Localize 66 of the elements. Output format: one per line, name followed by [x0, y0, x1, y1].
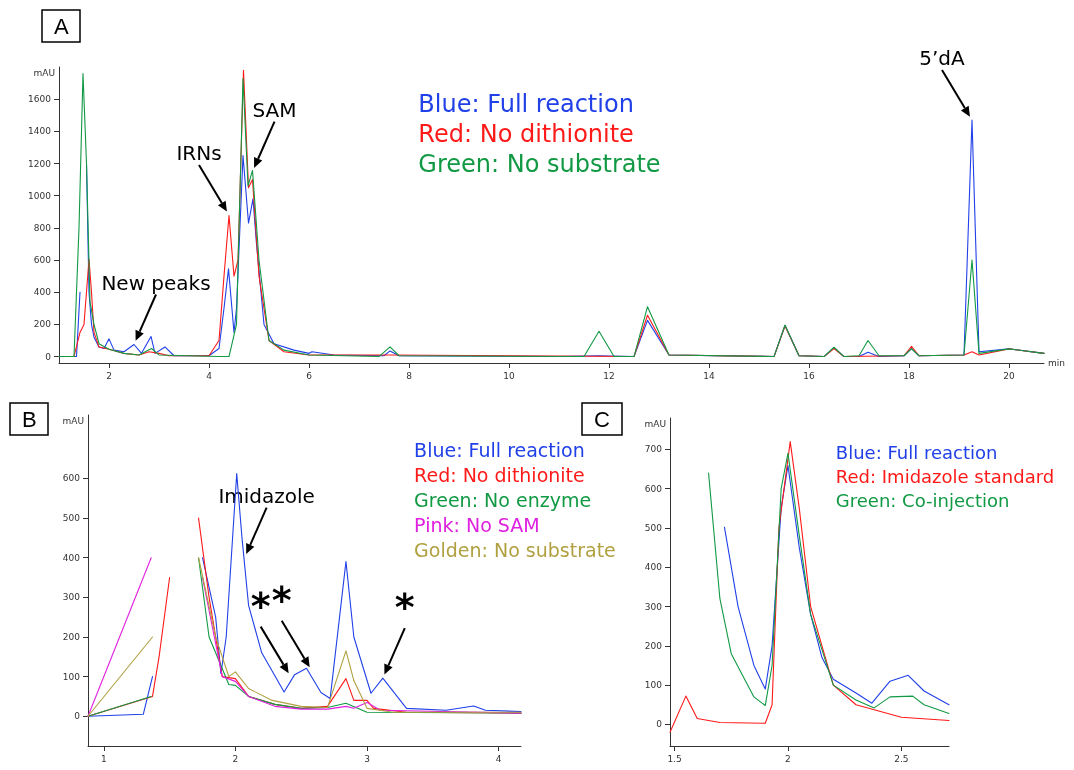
x-tick-label: 8	[406, 370, 413, 381]
y-tick-label: 1600	[28, 94, 52, 105]
y-tick-label: 200	[62, 631, 81, 642]
y-tick-label: 500	[644, 522, 663, 533]
x-tick-label: 18	[903, 370, 915, 381]
x-tick-label: 2	[232, 753, 239, 764]
y-tick-label: 600	[33, 255, 52, 266]
x-tick-label: 2.5	[894, 753, 909, 764]
y-tick-label: 1000	[28, 190, 52, 201]
y-tick-label: 1200	[28, 158, 52, 169]
annotation: *	[271, 577, 292, 622]
x-tick-label: 6	[306, 370, 313, 381]
y-tick-label: 600	[644, 483, 663, 494]
x-tick-label: 16	[803, 370, 815, 381]
chart-title: C	[594, 406, 610, 432]
x-tick-label: 4	[206, 370, 213, 381]
x-tick-label: 1	[100, 753, 107, 764]
y-tick-label: 0	[656, 719, 663, 730]
text: Red: No dithionite	[414, 463, 585, 486]
y-tick-label: 200	[644, 640, 663, 651]
y-tick-label: 100	[644, 680, 663, 691]
text: Pink: No SAM	[414, 513, 540, 536]
y-axis-title: mAU	[62, 415, 84, 426]
text: Blue: Full reaction	[414, 438, 585, 461]
y-tick-label: 600	[62, 473, 81, 484]
y-tick-label: 0	[74, 711, 81, 722]
annotation: IRNs	[176, 141, 222, 165]
y-tick-label: 400	[33, 287, 52, 298]
x-axis-title: min	[1048, 358, 1065, 368]
y-tick-label: 300	[644, 601, 663, 612]
y-tick-label: 100	[62, 671, 81, 682]
y-tick-label: 400	[62, 552, 81, 563]
annotation: *	[394, 585, 415, 630]
y-tick-label: 300	[62, 592, 81, 603]
x-tick-label: 14	[703, 370, 715, 381]
x-tick-label: 3	[364, 753, 370, 764]
x-tick-label: 20	[1003, 370, 1015, 381]
x-tick-label: 4	[495, 753, 502, 764]
chart-title: A	[54, 13, 69, 39]
annotation: *	[250, 583, 271, 628]
text: Blue: Full reaction	[418, 90, 634, 118]
text: Green: No substrate	[418, 150, 661, 178]
y-tick-label: 800	[33, 222, 52, 233]
y-tick-label: 0	[45, 351, 52, 362]
annotation: 5’dA	[919, 46, 966, 71]
y-tick-label: 500	[62, 513, 81, 524]
x-tick-label: 1.5	[667, 753, 682, 764]
x-tick-label: 10	[503, 370, 515, 381]
text: Green: Co-injection	[835, 489, 1010, 511]
annotation: New peaks	[101, 270, 211, 295]
y-tick-label: 1400	[28, 126, 52, 137]
text: Green: No enzyme	[414, 488, 592, 511]
y-tick-label: 400	[644, 562, 663, 573]
y-axis-title: mAU	[33, 67, 55, 78]
y-tick-label: 700	[644, 444, 663, 455]
text: Blue: Full reaction	[835, 441, 998, 463]
y-tick-label: 200	[33, 319, 52, 330]
x-tick-label: 2	[106, 370, 112, 381]
text: Golden: No substrate	[414, 538, 616, 561]
annotation: SAM	[252, 97, 297, 122]
chart-title: B	[22, 406, 37, 432]
text: Red: No dithionite	[418, 120, 634, 148]
text: Red: Imidazole standard	[835, 465, 1055, 487]
x-tick-label: 2	[785, 753, 791, 764]
y-axis-title: mAU	[644, 418, 666, 429]
x-tick-label: 12	[603, 370, 615, 381]
